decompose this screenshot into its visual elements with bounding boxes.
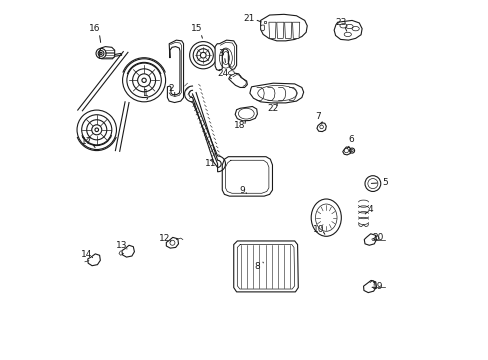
Text: 4: 4 bbox=[367, 205, 373, 214]
Text: 3: 3 bbox=[218, 49, 224, 58]
Text: 5: 5 bbox=[382, 177, 387, 186]
Polygon shape bbox=[316, 123, 325, 132]
Text: 18: 18 bbox=[234, 121, 245, 130]
Text: 21: 21 bbox=[243, 14, 254, 23]
Text: 2: 2 bbox=[168, 84, 174, 93]
Polygon shape bbox=[364, 234, 376, 245]
Polygon shape bbox=[166, 237, 178, 248]
Text: 22: 22 bbox=[267, 104, 278, 113]
Polygon shape bbox=[222, 157, 272, 196]
Polygon shape bbox=[264, 21, 265, 23]
Polygon shape bbox=[260, 14, 306, 41]
Text: 7: 7 bbox=[315, 112, 321, 121]
Polygon shape bbox=[284, 22, 291, 39]
Polygon shape bbox=[235, 107, 257, 121]
Polygon shape bbox=[167, 40, 183, 103]
Text: 1: 1 bbox=[143, 89, 149, 98]
Text: 24: 24 bbox=[217, 69, 228, 78]
Text: 11: 11 bbox=[204, 159, 216, 168]
Text: 23: 23 bbox=[335, 18, 346, 27]
Polygon shape bbox=[363, 280, 376, 293]
Text: 6: 6 bbox=[348, 135, 353, 144]
Polygon shape bbox=[115, 53, 122, 56]
Text: 20: 20 bbox=[371, 233, 383, 242]
Polygon shape bbox=[342, 147, 350, 155]
Polygon shape bbox=[249, 83, 303, 103]
Text: 10: 10 bbox=[312, 225, 324, 234]
Text: 15: 15 bbox=[191, 24, 203, 33]
Polygon shape bbox=[215, 40, 236, 71]
Polygon shape bbox=[260, 25, 264, 31]
Polygon shape bbox=[88, 254, 100, 266]
Polygon shape bbox=[333, 21, 362, 40]
Text: 13: 13 bbox=[116, 242, 127, 251]
Polygon shape bbox=[122, 245, 134, 257]
Polygon shape bbox=[233, 241, 298, 292]
Polygon shape bbox=[268, 22, 276, 39]
Text: 8: 8 bbox=[254, 262, 260, 271]
Polygon shape bbox=[276, 22, 284, 39]
Text: 14: 14 bbox=[81, 250, 92, 259]
Text: 16: 16 bbox=[89, 24, 100, 33]
Text: 19: 19 bbox=[371, 282, 383, 291]
Text: 9: 9 bbox=[239, 185, 244, 194]
Text: 12: 12 bbox=[159, 234, 170, 243]
Polygon shape bbox=[99, 46, 115, 59]
Polygon shape bbox=[292, 22, 299, 39]
Polygon shape bbox=[228, 73, 247, 87]
Polygon shape bbox=[228, 71, 234, 75]
Text: 17: 17 bbox=[81, 137, 92, 146]
